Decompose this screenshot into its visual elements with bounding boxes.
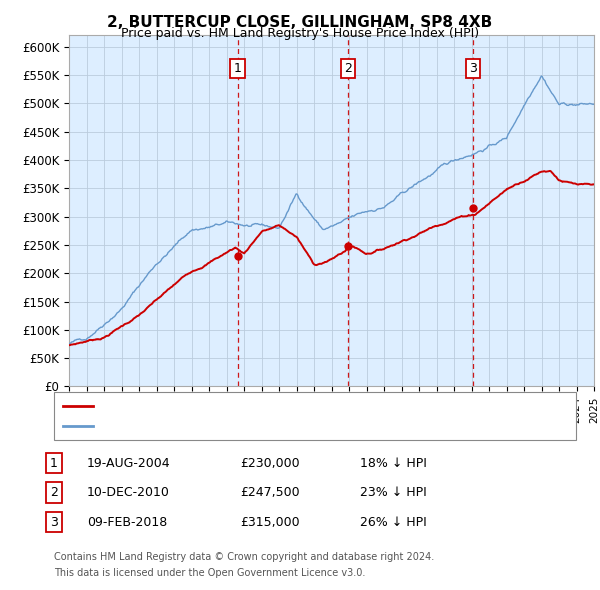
Text: This data is licensed under the Open Government Licence v3.0.: This data is licensed under the Open Gov… (54, 568, 365, 578)
Text: 2: 2 (50, 486, 58, 499)
Text: Contains HM Land Registry data © Crown copyright and database right 2024.: Contains HM Land Registry data © Crown c… (54, 552, 434, 562)
Text: 1: 1 (50, 457, 58, 470)
Text: £315,000: £315,000 (240, 516, 299, 529)
Text: 10-DEC-2010: 10-DEC-2010 (87, 486, 170, 499)
Text: 18% ↓ HPI: 18% ↓ HPI (360, 457, 427, 470)
Text: £247,500: £247,500 (240, 486, 299, 499)
Text: 3: 3 (50, 516, 58, 529)
Text: HPI: Average price, detached house, Dorset: HPI: Average price, detached house, Dors… (99, 421, 348, 431)
Text: 09-FEB-2018: 09-FEB-2018 (87, 516, 167, 529)
Text: 23% ↓ HPI: 23% ↓ HPI (360, 486, 427, 499)
Text: 19-AUG-2004: 19-AUG-2004 (87, 457, 170, 470)
Text: 2: 2 (344, 63, 352, 76)
Text: 26% ↓ HPI: 26% ↓ HPI (360, 516, 427, 529)
Text: 3: 3 (469, 63, 478, 76)
Text: Price paid vs. HM Land Registry's House Price Index (HPI): Price paid vs. HM Land Registry's House … (121, 27, 479, 40)
Text: 1: 1 (233, 63, 241, 76)
Text: 2, BUTTERCUP CLOSE, GILLINGHAM, SP8 4XB (detached house): 2, BUTTERCUP CLOSE, GILLINGHAM, SP8 4XB … (99, 401, 458, 411)
Text: £230,000: £230,000 (240, 457, 299, 470)
Text: 2, BUTTERCUP CLOSE, GILLINGHAM, SP8 4XB: 2, BUTTERCUP CLOSE, GILLINGHAM, SP8 4XB (107, 15, 493, 30)
